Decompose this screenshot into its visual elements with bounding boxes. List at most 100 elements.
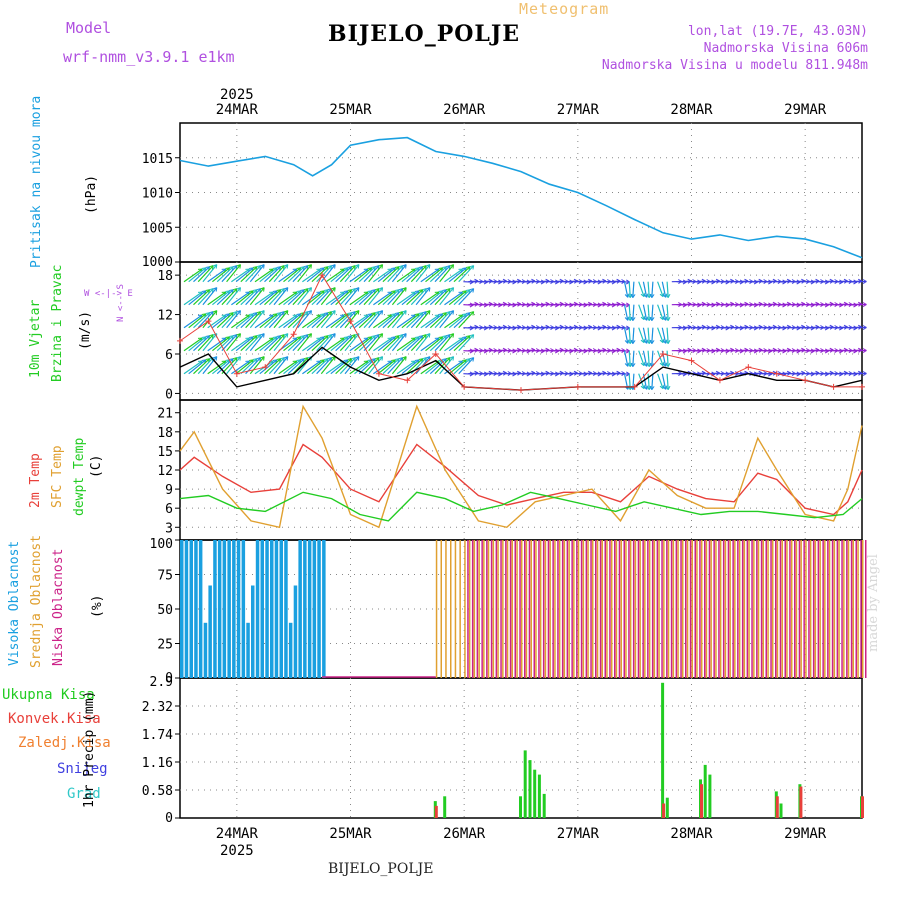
high-cloud-bar	[227, 540, 231, 678]
wind-arrow	[358, 312, 376, 329]
low-cloud-bar	[718, 540, 720, 678]
dewpoint-line	[179, 491, 863, 522]
wind-arrow	[382, 289, 400, 306]
wind-arrow	[273, 310, 289, 329]
wind-arrow	[231, 291, 250, 306]
low-cloud-bar	[860, 540, 862, 678]
wind-arrow	[207, 337, 227, 352]
wind-arrow-head	[303, 265, 309, 270]
high-cloud-bar	[194, 540, 198, 678]
high-cloud-bar	[180, 540, 184, 678]
wind-arrow-head	[351, 357, 356, 362]
wind-gust-marker	[802, 377, 809, 384]
precip-frozen-label: Zaledj.Kisa	[18, 735, 111, 751]
wind-arrow-head	[449, 264, 455, 269]
mid-cloud-bar	[450, 540, 452, 678]
low-cloud-bar	[599, 540, 602, 678]
wind-arrow	[647, 350, 650, 367]
mid-cloud-bar	[468, 540, 471, 678]
wind-arrow	[325, 337, 345, 352]
mid-cloud-bar	[639, 540, 641, 678]
low-cloud-bar	[614, 540, 616, 678]
wind-arrow	[391, 356, 407, 375]
low-cloud-bar	[798, 540, 801, 678]
wind-arrow	[254, 291, 274, 306]
high-cloud-bar	[303, 540, 307, 678]
wind-arrow	[434, 357, 451, 375]
wind-arrow	[666, 350, 669, 367]
wind-arrow	[183, 360, 203, 375]
bottom-day-label-5: 29MAR	[784, 826, 827, 842]
wind-arrow-head	[375, 334, 380, 339]
wind-arrow-head	[378, 356, 384, 361]
total-precip-bar	[661, 682, 665, 818]
wind-arrow	[268, 311, 285, 329]
wind-arrow	[202, 310, 218, 329]
wind-arrow-head	[665, 385, 671, 390]
wind-arrow	[188, 290, 207, 306]
wind-arrow	[349, 268, 369, 283]
wind-arrow	[410, 265, 427, 283]
wind-arrow	[444, 314, 463, 329]
low-cloud-bar	[865, 540, 867, 678]
high-cloud-bar	[293, 585, 298, 678]
wind-arrow-head	[425, 264, 431, 269]
wind-arrow	[642, 327, 648, 344]
wind-arrow	[354, 359, 372, 375]
wind-arrow	[458, 311, 475, 329]
low-cloud-bar	[486, 540, 488, 678]
wind-arrow	[373, 337, 392, 352]
wind-arrow	[666, 304, 669, 321]
wind-arrow	[302, 314, 321, 329]
wind-arrow	[283, 313, 301, 329]
wind-arrow-head	[307, 287, 312, 292]
wind-arrow-head	[665, 362, 671, 367]
wind-arrow-head	[378, 333, 384, 338]
wind-arrow	[249, 356, 265, 375]
total-precip-bar	[528, 760, 532, 818]
wind-arrow	[632, 304, 635, 321]
wind-gust-marker	[518, 387, 524, 394]
low-cloud-bar	[505, 540, 507, 678]
wind-arrow	[623, 327, 629, 344]
wind-arrow	[316, 288, 333, 306]
mid-cloud-bar	[710, 540, 712, 678]
low-cloud-bar	[623, 540, 625, 678]
wind-arrow	[235, 336, 254, 352]
wind-arrow-head	[351, 334, 356, 339]
mid-cloud-bar	[530, 540, 532, 678]
mid-cloud-bar	[483, 540, 485, 678]
wind-arrow	[278, 360, 298, 375]
ytick-label-precip-1: 0.58	[142, 784, 173, 799]
mid-cloud-bar	[629, 540, 632, 678]
total-precip-bar	[708, 774, 712, 818]
wind-arrow-head	[378, 287, 384, 292]
wind-arrow	[406, 266, 424, 283]
wind-arrow-head	[354, 264, 360, 269]
wind-arrow-head	[283, 356, 289, 361]
wind-arrow-head	[862, 325, 867, 331]
wind-arrow	[197, 265, 214, 283]
wind-gust-marker	[716, 377, 723, 384]
wind-arrow	[387, 311, 404, 329]
mid-cloud-bar	[554, 540, 556, 678]
top-day-label-2: 26MAR	[443, 102, 486, 118]
low-cloud-bar	[850, 540, 853, 678]
wind-arrow	[429, 266, 447, 283]
wind-arrow-head	[422, 265, 427, 270]
top-day-label-5: 29MAR	[784, 102, 827, 118]
mid-cloud-bar	[535, 540, 537, 678]
wind-arrow	[193, 289, 211, 306]
wind-arrow-head	[307, 264, 312, 269]
wind-arrow	[249, 310, 265, 329]
wind-arrow-head	[425, 333, 431, 338]
conv-precip-bar	[700, 784, 703, 818]
low-cloud-bar	[794, 540, 796, 678]
wind-arrow	[415, 310, 431, 329]
footer-station: BIJELO_POLJE	[328, 861, 434, 877]
wind-arrow	[325, 268, 345, 283]
page-title: BIJELO_POLJE	[328, 21, 521, 47]
wind-arrow	[216, 266, 234, 283]
mid-cloud-bar	[667, 540, 670, 678]
wind-arrow	[373, 268, 392, 283]
